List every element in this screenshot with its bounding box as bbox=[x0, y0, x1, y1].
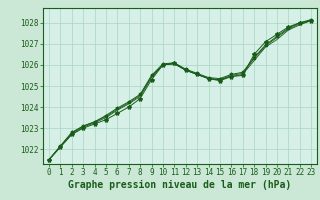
X-axis label: Graphe pression niveau de la mer (hPa): Graphe pression niveau de la mer (hPa) bbox=[68, 180, 292, 190]
